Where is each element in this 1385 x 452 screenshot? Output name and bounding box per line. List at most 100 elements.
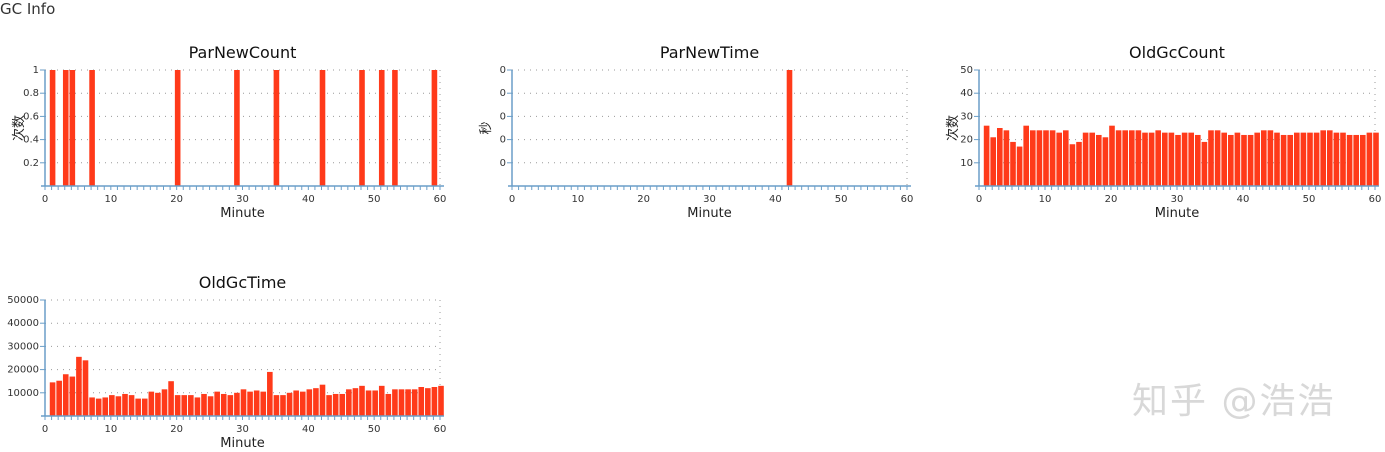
bar [1135,130,1142,186]
bar [168,381,174,416]
bar [372,390,378,416]
bar [1326,130,1333,186]
bar [253,390,260,416]
bar [1095,134,1102,186]
bar [1227,134,1234,186]
bar [359,385,365,416]
x-tick-label: 30 [1171,194,1184,205]
y-tick-label: 0 [500,65,506,76]
y-tick-label: 0 [500,88,506,99]
x-tick-label: 50 [835,194,848,205]
bar [135,398,141,416]
bar [1300,132,1307,186]
bar [89,70,95,186]
bar [115,396,122,416]
bar [174,395,181,416]
bar [1161,132,1168,186]
bar [1320,130,1327,186]
y-tick-label: 30000 [7,341,39,352]
x-axis-label: Minute [220,206,264,221]
bar [161,389,168,416]
x-tick-label: 20 [170,424,183,435]
bar [201,393,207,416]
bar [1023,125,1030,186]
x-tick-label: 50 [368,194,381,205]
x-tick-label: 40 [1237,194,1250,205]
bar [431,70,438,186]
x-tick-label: 0 [509,194,515,205]
bar [1188,132,1195,186]
bar [1109,125,1115,186]
x-tick-label: 50 [1303,194,1316,205]
bar [385,393,392,416]
x-tick-label: 30 [236,194,249,205]
y-tick-label: 1 [33,65,39,76]
x-tick-label: 40 [302,194,315,205]
x-tick-label: 10 [104,424,117,435]
bar [1366,132,1373,186]
bar [188,395,194,416]
bar [1247,134,1254,186]
chart-title: ParNewTime [660,43,759,62]
bar [273,395,280,416]
bar [49,382,56,416]
x-tick-label: 60 [901,194,914,205]
bar [1287,134,1294,186]
bar [1346,134,1353,186]
x-tick-label: 60 [1369,194,1382,205]
bar [1069,144,1076,186]
x-axis-label: Minute [220,436,264,451]
bar [418,387,425,416]
x-tick-label: 40 [302,424,315,435]
bar [69,70,76,186]
bar [141,398,148,416]
bar [155,392,161,416]
bar [293,390,299,416]
bar [1089,132,1096,186]
bar [1333,132,1340,186]
y-tick-label: 20 [960,135,973,146]
bar [181,395,188,416]
bar [220,393,227,416]
bar [1293,132,1300,186]
bar [1155,130,1162,186]
bar [359,70,365,186]
bar [1201,141,1208,186]
x-tick-label: 10 [104,194,117,205]
bar [69,376,76,416]
y-tick-label: 10000 [7,388,39,399]
bar [247,391,253,416]
bar [234,70,240,186]
bar [1313,132,1320,186]
bar [1148,132,1155,186]
x-tick-label: 30 [236,424,249,435]
bar [260,391,267,416]
bar [1208,130,1214,186]
x-tick-label: 40 [769,194,782,205]
bar [280,395,286,416]
bar [1214,130,1221,186]
chart-title: ParNewCount [189,43,297,62]
bar [411,389,418,416]
bar [1234,132,1241,186]
x-tick-label: 0 [42,424,48,435]
y-axis-label: 次数 [11,115,27,141]
bar [1359,134,1366,186]
bar [109,395,115,416]
bar [148,391,155,416]
y-tick-label: 20000 [7,365,39,376]
bar [49,70,56,186]
chart-title: OldGcCount [1129,43,1225,62]
bar [1241,134,1247,186]
bar [240,389,247,416]
y-axis-label: 秒 [479,121,494,134]
bar [313,388,319,416]
bar [983,125,990,186]
y-tick-label: 0 [500,135,506,146]
bar [267,371,273,416]
y-tick-label: 0.6 [23,111,39,122]
bar [62,374,69,416]
bar [214,391,220,416]
bar [319,384,326,416]
